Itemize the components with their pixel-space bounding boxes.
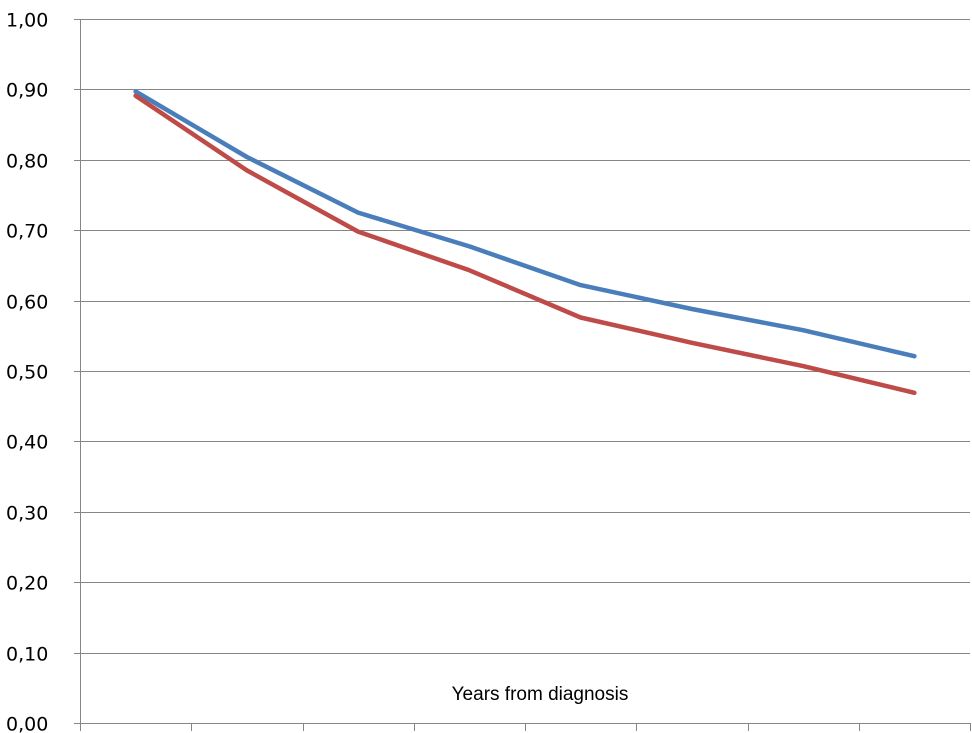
- y-tick-label: 0,10: [6, 644, 48, 666]
- y-tick-label: 0,70: [6, 221, 48, 243]
- x-axis-title: Years from diagnosis: [452, 684, 629, 705]
- y-tick-labels: 0,00 0,10 0,20 0,30 0,40 0,50 0,60 0,70 0,80 0,90…: [6, 10, 48, 733]
- y-tick-label: 0,50: [6, 362, 48, 384]
- axes: [74, 19, 970, 724]
- x-tick-marks: [80, 723, 971, 731]
- y-tick-label: 1,00: [6, 10, 48, 32]
- y-tick-label: 0,20: [6, 573, 48, 595]
- y-tick-label: 0,30: [6, 503, 48, 525]
- series-line-2: [133, 93, 917, 396]
- y-tick-label: 0,90: [6, 80, 48, 102]
- gridlines: [74, 19, 970, 654]
- y-tick-label: 0,80: [6, 151, 48, 173]
- y-tick-label: 0,00: [6, 714, 48, 733]
- series-lines: [133, 89, 917, 396]
- series-line-1: [133, 89, 917, 359]
- y-tick-label: 0,60: [6, 292, 48, 314]
- y-tick-label: 0,40: [6, 432, 48, 454]
